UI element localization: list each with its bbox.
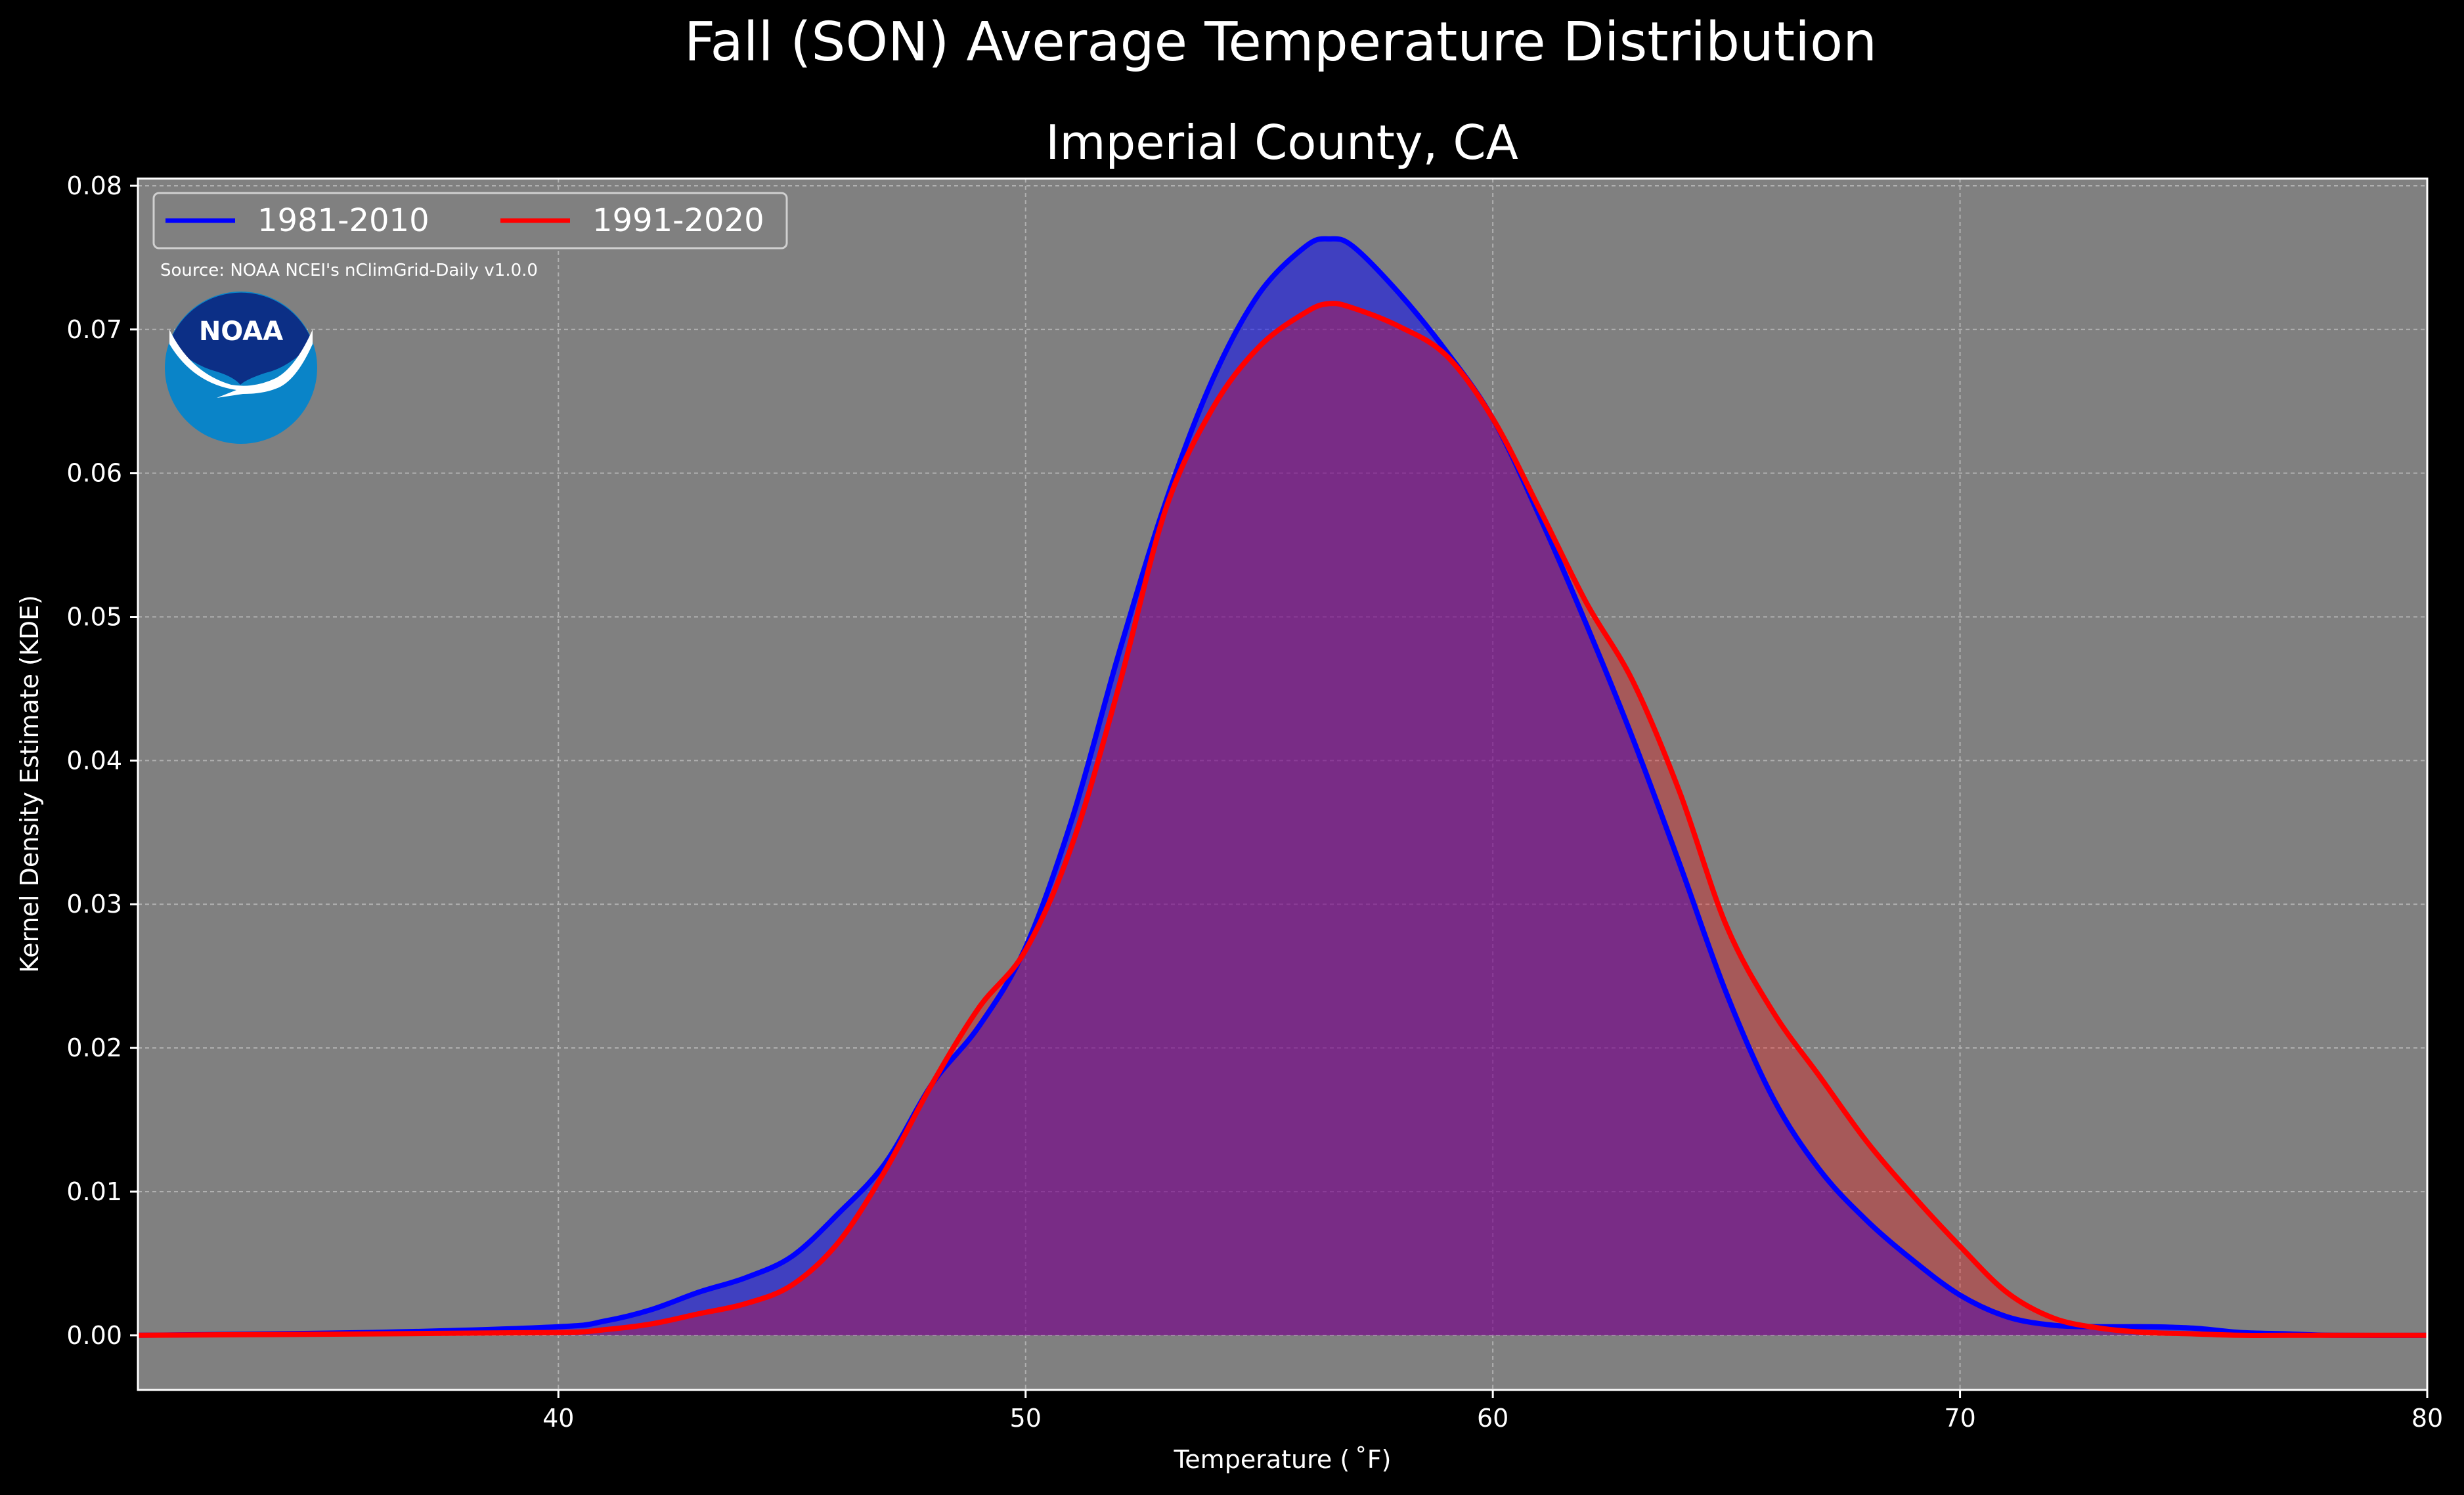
y-tick-label: 0.05 [66, 603, 122, 632]
x-tick-label: 40 [542, 1404, 574, 1433]
chart-title: Imperial County, CA [1045, 115, 1518, 170]
series-areas [138, 238, 2427, 1335]
source-note: Source: NOAA NCEI's nClimGrid-Daily v1.0… [160, 261, 538, 280]
series-area-1981-2010 [138, 238, 2427, 1335]
y-tick-label: 0.01 [66, 1177, 122, 1206]
axes: 40 50 60 70 80 0.00 0.01 0.02 0.03 0.04 0.05 0.06 0.… [66, 171, 2443, 1433]
chart-suptitle: Fall (SON) Average Temperature Distribut… [684, 11, 1877, 74]
series-area-1991-2020 [138, 303, 2427, 1335]
series-line-1991-2020 [137, 301, 2427, 1338]
x-tick-label: 60 [1477, 1404, 1508, 1433]
x-tick-label: 50 [1010, 1404, 1042, 1433]
plot-frame [137, 177, 2429, 1391]
x-tick-label: 80 [2411, 1404, 2443, 1433]
x-axis-label: Temperature ( ˚F) [1174, 1445, 1392, 1474]
y-tick-label: 0.06 [66, 459, 122, 488]
y-tick-label: 0.08 [66, 171, 122, 200]
y-tick-label: 0.02 [66, 1033, 122, 1062]
noaa-logo: NOAA [165, 292, 317, 444]
series-line-1981-2010 [137, 236, 2428, 1338]
y-axis-label: Kernel Density Estimate (KDE) [15, 595, 44, 973]
noaa-logo-text: NOAA [199, 316, 283, 347]
legend-label-1991-2020: 1991-2020 [592, 202, 764, 239]
y-tick-label: 0.03 [66, 890, 122, 919]
series-lines [137, 236, 2428, 1338]
y-tick-label: 0.04 [66, 746, 122, 775]
y-tick-label: 0.00 [66, 1321, 122, 1350]
legend-box [152, 192, 788, 249]
legend-label-1981-2010: 1981-2010 [257, 202, 429, 239]
y-tick-label: 0.07 [66, 315, 122, 344]
legend: 1981-2010 1991-2020 [152, 192, 788, 249]
x-tick-label: 70 [1944, 1404, 1975, 1433]
